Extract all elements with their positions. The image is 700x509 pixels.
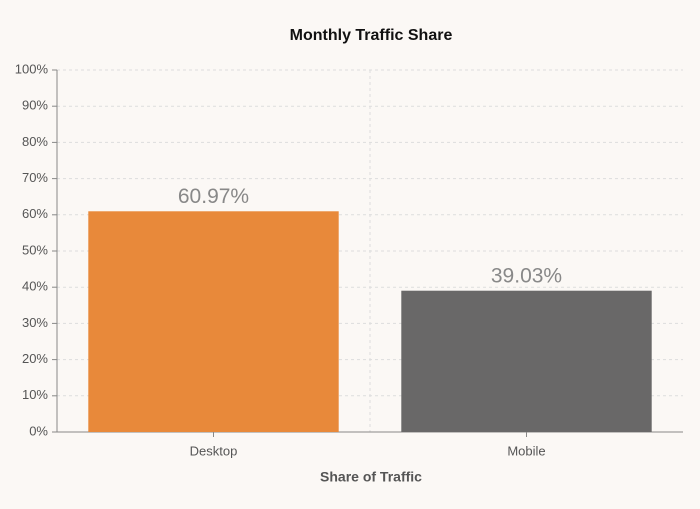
y-tick-label: 50%: [22, 242, 48, 257]
y-tick-label: 10%: [22, 387, 48, 402]
value-label: 39.03%: [491, 264, 562, 287]
value-label: 60.97%: [178, 185, 249, 208]
y-tick-label: 70%: [22, 170, 48, 185]
y-tick-label: 100%: [15, 61, 49, 76]
bar: [88, 211, 339, 432]
y-tick-label: 80%: [22, 134, 48, 149]
x-axis-label: Share of Traffic: [320, 469, 422, 485]
y-tick-label: 90%: [22, 98, 48, 113]
x-tick-label: Mobile: [507, 443, 545, 458]
y-tick-label: 0%: [29, 423, 48, 438]
bar: [401, 290, 652, 432]
y-tick-label: 60%: [22, 206, 48, 221]
y-tick-label: 40%: [22, 279, 48, 294]
y-tick-label: 30%: [22, 315, 48, 330]
y-tick-label: 20%: [22, 351, 48, 366]
chart-title: Monthly Traffic Share: [290, 27, 453, 44]
x-tick-label: Desktop: [190, 443, 238, 458]
